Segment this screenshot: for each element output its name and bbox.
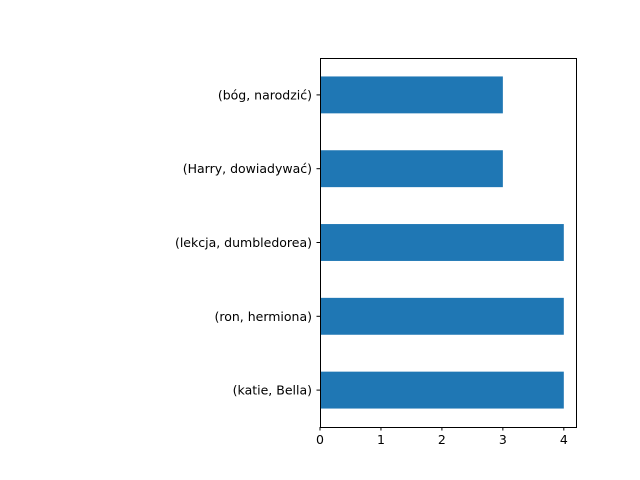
bar [320,371,564,409]
x-tick-label: 0 [316,432,324,447]
x-axis-ticks: 0 1 2 3 4 [316,427,568,447]
bar [320,297,564,335]
y-axis-ticks: (katie, Bella) (ron, hermiona) (lekcja, du… [175,87,320,398]
y-tick-label: (katie, Bella) [233,383,312,398]
plot-frame [320,58,577,428]
bar [320,224,564,261]
x-tick-label: 2 [438,432,446,447]
bar [320,76,503,114]
y-tick-label: (lekcja, dumbledorea) [175,235,312,250]
bar [320,150,503,188]
x-tick-label: 3 [499,432,507,447]
y-tick-label: (Harry, dowiadywać) [183,161,312,176]
y-tick-label: (ron, hermiona) [214,309,312,324]
bars-group [320,76,564,409]
x-tick-label: 1 [377,432,385,447]
x-tick-label: 4 [560,432,568,447]
y-tick-label: (bóg, narodzić) [218,87,312,102]
